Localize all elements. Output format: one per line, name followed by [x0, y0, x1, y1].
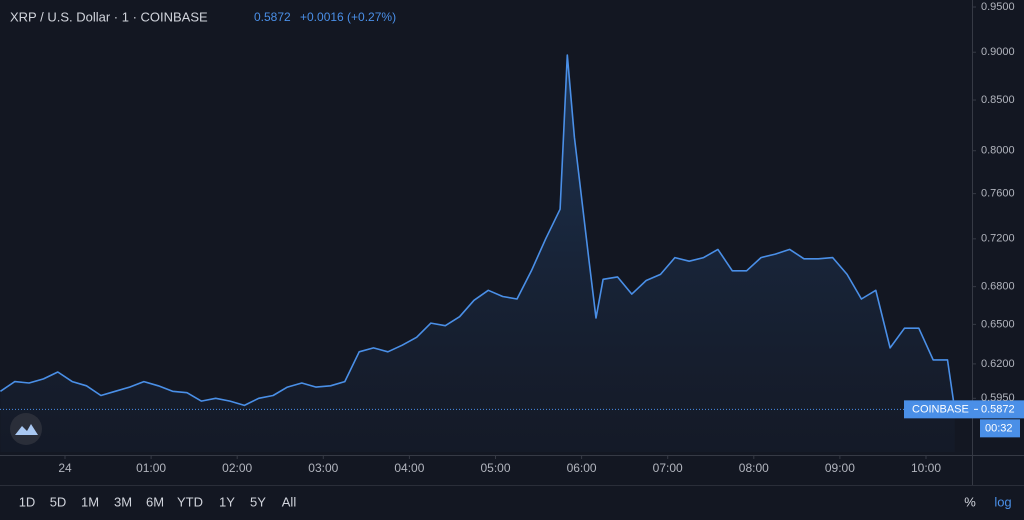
y-tick-label: 0.8500: [981, 94, 1015, 106]
logo-icon: [15, 424, 38, 435]
x-tick-label: 05:00: [480, 461, 510, 475]
plot-area: [0, 54, 972, 452]
last-price-box: [972, 400, 1024, 419]
log-button[interactable]: log: [994, 494, 1011, 509]
range-button[interactable]: YTD: [177, 494, 203, 509]
x-tick-label: 04:00: [394, 461, 424, 475]
countdown-box: [980, 419, 1020, 438]
series-name-box: [904, 400, 972, 419]
range-button[interactable]: 5Y: [250, 494, 266, 509]
x-tick-label: 07:00: [653, 461, 683, 475]
y-tick-label: 0.9500: [981, 1, 1015, 13]
range-button[interactable]: 6M: [146, 494, 164, 509]
x-tick-label: 08:00: [739, 461, 769, 475]
range-button[interactable]: 1D: [19, 494, 36, 509]
y-tick-label: 0.9000: [981, 46, 1015, 58]
range-button[interactable]: 1Y: [219, 494, 235, 509]
x-tick-label: 02:00: [222, 461, 252, 475]
x-tick-label: 24: [58, 461, 72, 475]
price-change: +0.0016 (+0.27%): [300, 10, 396, 24]
price-line: [0, 54, 956, 410]
range-button[interactable]: All: [282, 494, 297, 509]
range-button[interactable]: 3M: [114, 494, 132, 509]
percent-button[interactable]: %: [964, 494, 976, 509]
symbol-title: XRP / U.S. Dollar · 1 · COINBASE: [10, 9, 208, 24]
y-tick-label: 0.6800: [981, 281, 1015, 293]
y-tick-label: 0.5950: [981, 392, 1015, 404]
y-tick-label: 0.7600: [981, 188, 1015, 200]
range-button[interactable]: 5D: [50, 494, 67, 509]
x-tick-label: 10:00: [911, 461, 941, 475]
y-tick-label: 0.6500: [981, 318, 1015, 330]
last-price-label: 0.5872: [981, 403, 1015, 415]
x-tick-label: 03:00: [308, 461, 338, 475]
range-button[interactable]: 1M: [81, 494, 99, 509]
series-name: COINBASE: [912, 403, 969, 415]
last-price: 0.5872: [254, 10, 291, 24]
x-tick-label: 01:00: [136, 461, 166, 475]
area-fill: [0, 55, 955, 452]
logo-badge[interactable]: [10, 413, 42, 445]
y-tick-label: 0.6200: [981, 358, 1015, 370]
x-tick-label: 06:00: [567, 461, 597, 475]
x-tick-label: 09:00: [825, 461, 855, 475]
countdown: 00:32: [985, 422, 1013, 434]
y-tick-label: 0.7200: [981, 233, 1015, 245]
y-tick-label: 0.8000: [981, 145, 1015, 157]
overlay: COINBASE 0.5872 00:32: [904, 400, 1024, 438]
